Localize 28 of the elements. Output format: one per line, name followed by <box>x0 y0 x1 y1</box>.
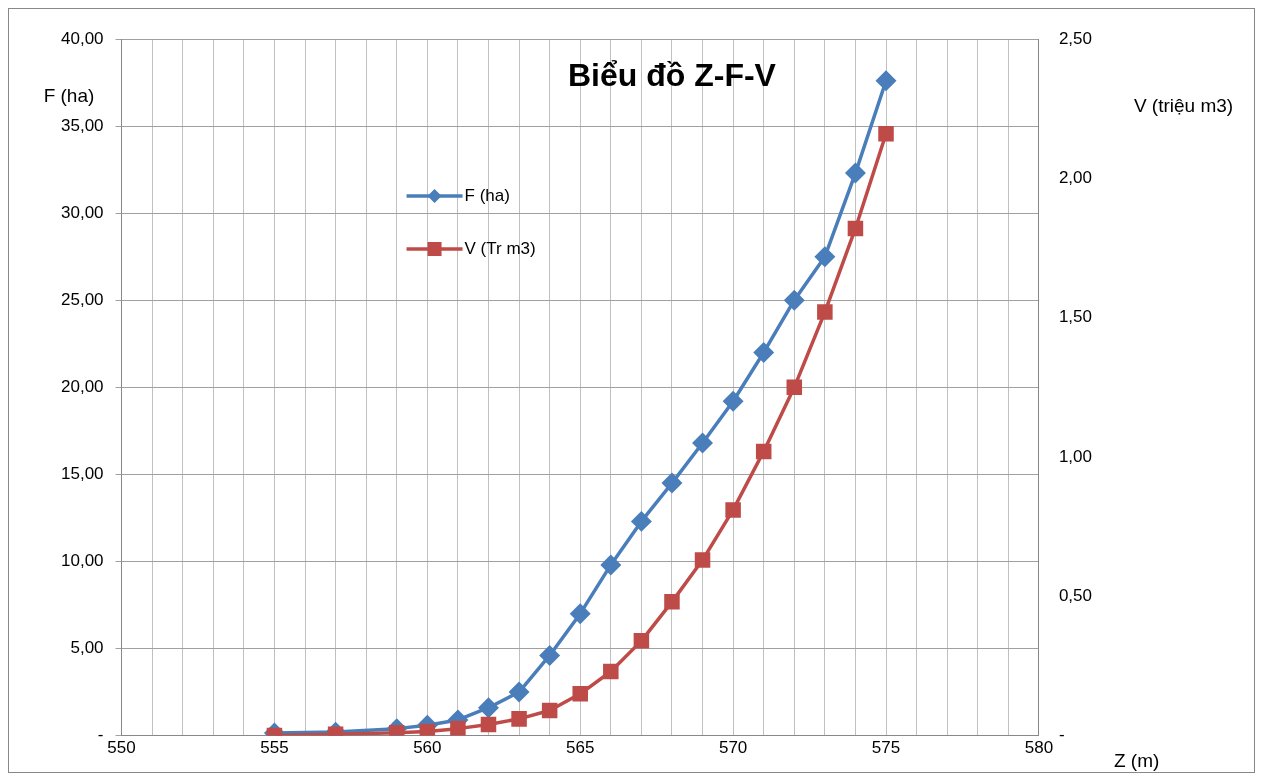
x-tick-label: 575 <box>871 738 901 758</box>
y-tick-label: 35,00 <box>60 115 104 135</box>
y2-tick-label: 2,00 <box>1058 168 1093 188</box>
x-tick-label: 580 <box>1024 738 1054 758</box>
legend-label: F (ha) <box>464 185 510 205</box>
x-tick-label: 555 <box>260 738 289 758</box>
x-tick-label: 570 <box>718 738 748 758</box>
y-tick-label: 20,00 <box>60 376 104 396</box>
y-tick-label: 15,00 <box>60 464 104 484</box>
y2-tick-label: 1,00 <box>1058 446 1093 466</box>
y-tick-label: 5,00 <box>70 638 104 658</box>
x-tick-label: 560 <box>413 738 442 758</box>
y-axis-title: F (ha) <box>43 85 95 107</box>
y-tick-label: 25,00 <box>60 289 104 309</box>
y-tick-label: 30,00 <box>60 202 104 222</box>
y2-tick-label: 2,50 <box>1058 28 1093 48</box>
legend-label: V (Tr m3) <box>464 238 536 258</box>
y-tick-label: 10,00 <box>60 551 104 571</box>
text: Biểu đồ Z-F-V <box>567 56 777 93</box>
x-axis-title: Z (m) <box>1113 749 1160 771</box>
y-tick-label: 40,00 <box>60 28 104 48</box>
y-tick-label: - <box>97 725 104 745</box>
x-tick-label: 550 <box>107 738 136 758</box>
y2-tick-label: 1,50 <box>1058 307 1093 327</box>
y2-axis-title: V (triệu m3) <box>1133 95 1234 117</box>
y2-tick-label: 0,50 <box>1058 585 1093 605</box>
x-tick-label: 565 <box>566 738 595 758</box>
y2-tick-label: - <box>1058 725 1065 745</box>
